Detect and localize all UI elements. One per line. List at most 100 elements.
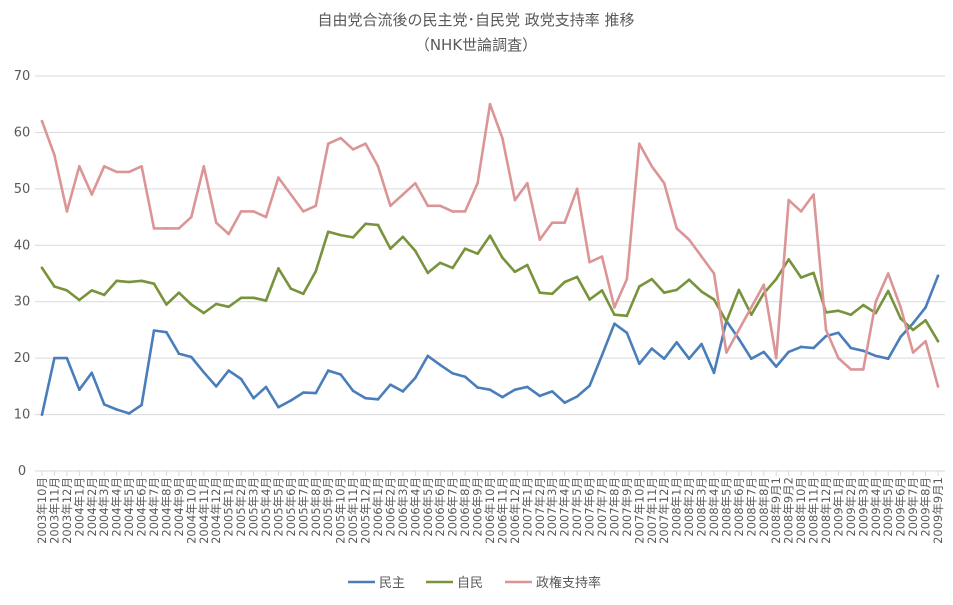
data-point	[326, 230, 330, 234]
x-tick-label: 2005年3月	[247, 477, 261, 537]
data-point	[339, 373, 342, 376]
data-point	[351, 236, 355, 239]
x-tick-label: 2008年11月	[807, 477, 821, 544]
data-point	[227, 369, 230, 372]
data-point	[414, 376, 417, 380]
data-point	[264, 299, 268, 302]
data-point	[862, 368, 865, 371]
data-point	[774, 365, 778, 368]
data-point	[451, 266, 454, 270]
x-tick-label: 2007年1月	[520, 477, 534, 537]
data-point	[177, 352, 181, 355]
data-point	[538, 238, 542, 241]
data-point	[588, 384, 591, 388]
x-tick-label: 2006年2月	[383, 477, 397, 537]
x-tick-label: 2009年2月	[844, 477, 858, 537]
x-tick-label: 2008年6月	[732, 477, 746, 537]
data-point	[165, 227, 168, 230]
x-tick-label: 2006年5月	[421, 477, 435, 537]
x-tick-label: 2008年4月	[707, 477, 721, 537]
x-tick-label: 2006年11月	[495, 477, 509, 544]
data-point	[326, 142, 330, 146]
data-point	[650, 347, 654, 350]
data-point	[762, 350, 766, 354]
data-point	[214, 385, 218, 388]
x-tick-label: 2009年9月1	[931, 477, 945, 544]
data-point	[911, 328, 915, 332]
data-point	[824, 334, 828, 338]
data-point	[787, 198, 790, 202]
data-point	[451, 210, 454, 213]
data-point	[526, 181, 529, 185]
x-tick-label: 2006年6月	[433, 477, 447, 537]
data-point	[886, 357, 890, 361]
data-point	[277, 176, 280, 179]
data-point	[115, 408, 118, 411]
data-point	[227, 305, 230, 309]
data-point	[526, 263, 529, 267]
x-tick-label: 2007年9月	[620, 477, 634, 537]
data-point	[40, 413, 44, 416]
x-tick-label: 2007年2月	[533, 477, 547, 537]
data-point	[563, 280, 566, 284]
data-point	[463, 375, 467, 379]
x-tick-label: 2009年5月	[881, 477, 895, 537]
data-point	[190, 355, 193, 359]
x-tick-label: 2006年12月	[508, 477, 522, 544]
x-tick-label: 2007年8月	[607, 477, 621, 537]
x-tick-label: 2004年10月	[184, 477, 198, 544]
data-point	[90, 289, 94, 292]
x-tick-label: 2003年12月	[60, 477, 74, 544]
data-point	[588, 298, 591, 301]
data-point	[837, 331, 840, 335]
data-point	[700, 255, 703, 258]
data-point	[190, 215, 193, 219]
x-tick-label: 2008年9月2	[782, 477, 796, 544]
data-point	[414, 181, 417, 185]
x-tick-label: 2005年10月	[334, 477, 348, 544]
data-point	[625, 331, 629, 335]
data-point	[737, 288, 741, 292]
data-point	[90, 371, 94, 375]
data-point	[389, 204, 392, 208]
y-tick-label: 50	[14, 182, 31, 197]
data-point	[675, 341, 678, 344]
data-point	[476, 252, 479, 256]
data-point	[862, 349, 865, 353]
x-tick-label: 2008年7月	[744, 477, 758, 537]
data-point	[438, 261, 442, 265]
data-point	[600, 255, 604, 258]
legend-label: 政権支持率	[536, 575, 601, 591]
data-point	[115, 279, 118, 283]
x-tick-label: 2008年8月	[757, 477, 771, 537]
data-point	[289, 399, 293, 402]
data-point	[725, 351, 728, 354]
data-point	[140, 403, 143, 407]
data-point	[389, 247, 392, 250]
data-point	[662, 181, 666, 185]
data-point	[936, 385, 940, 388]
x-tick-label: 2007年12月	[657, 477, 671, 544]
data-point	[799, 345, 803, 349]
x-tick-label: 2008年9月1	[769, 477, 783, 544]
x-tick-label: 2009年6月	[894, 477, 908, 537]
data-point	[40, 119, 44, 123]
data-point	[314, 269, 318, 273]
data-point	[899, 335, 902, 339]
data-point	[264, 385, 268, 389]
data-point	[239, 296, 243, 300]
data-point	[837, 356, 840, 360]
data-point	[849, 346, 853, 350]
x-tick-label: 2004年4月	[110, 477, 124, 537]
x-tick-label: 2006年8月	[458, 477, 472, 537]
data-point	[102, 403, 106, 406]
x-tick-label: 2004年1月	[72, 477, 86, 537]
data-point	[563, 401, 566, 405]
x-tick-label: 2008年10月	[794, 477, 808, 544]
data-point	[501, 136, 504, 140]
data-point	[364, 142, 367, 146]
data-point	[78, 298, 81, 302]
data-point	[364, 396, 367, 400]
data-point	[351, 389, 355, 393]
